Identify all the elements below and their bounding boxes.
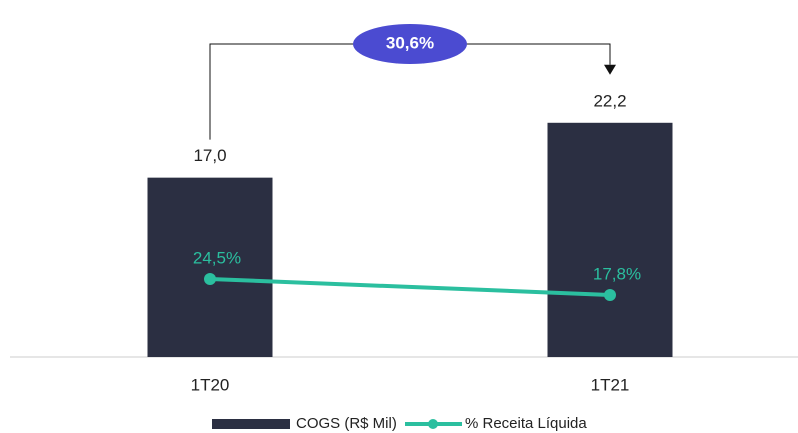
- line-value-label: 24,5%: [193, 248, 241, 267]
- line-point: [604, 288, 616, 301]
- bar: [547, 122, 673, 357]
- legend-swatch: [212, 419, 290, 429]
- x-tick-label: 1T21: [591, 375, 630, 394]
- line: [209, 276, 611, 297]
- x-tick-label: 1T20: [191, 375, 230, 394]
- legend-label: % Receita Líquida: [465, 415, 587, 432]
- growth-bubble: [353, 24, 467, 64]
- bar: [147, 177, 273, 357]
- legend-label: COGS (R$ Mil): [296, 415, 397, 432]
- bar-value-label: 22,2: [593, 91, 626, 110]
- line-value-label: 17,8%: [593, 264, 641, 283]
- growth-arrowhead: [604, 64, 616, 75]
- line-point: [204, 272, 216, 285]
- growth-label: 30,6%: [386, 33, 434, 52]
- legend-swatch: [428, 419, 438, 429]
- bar-value-label: 17,0: [193, 146, 226, 165]
